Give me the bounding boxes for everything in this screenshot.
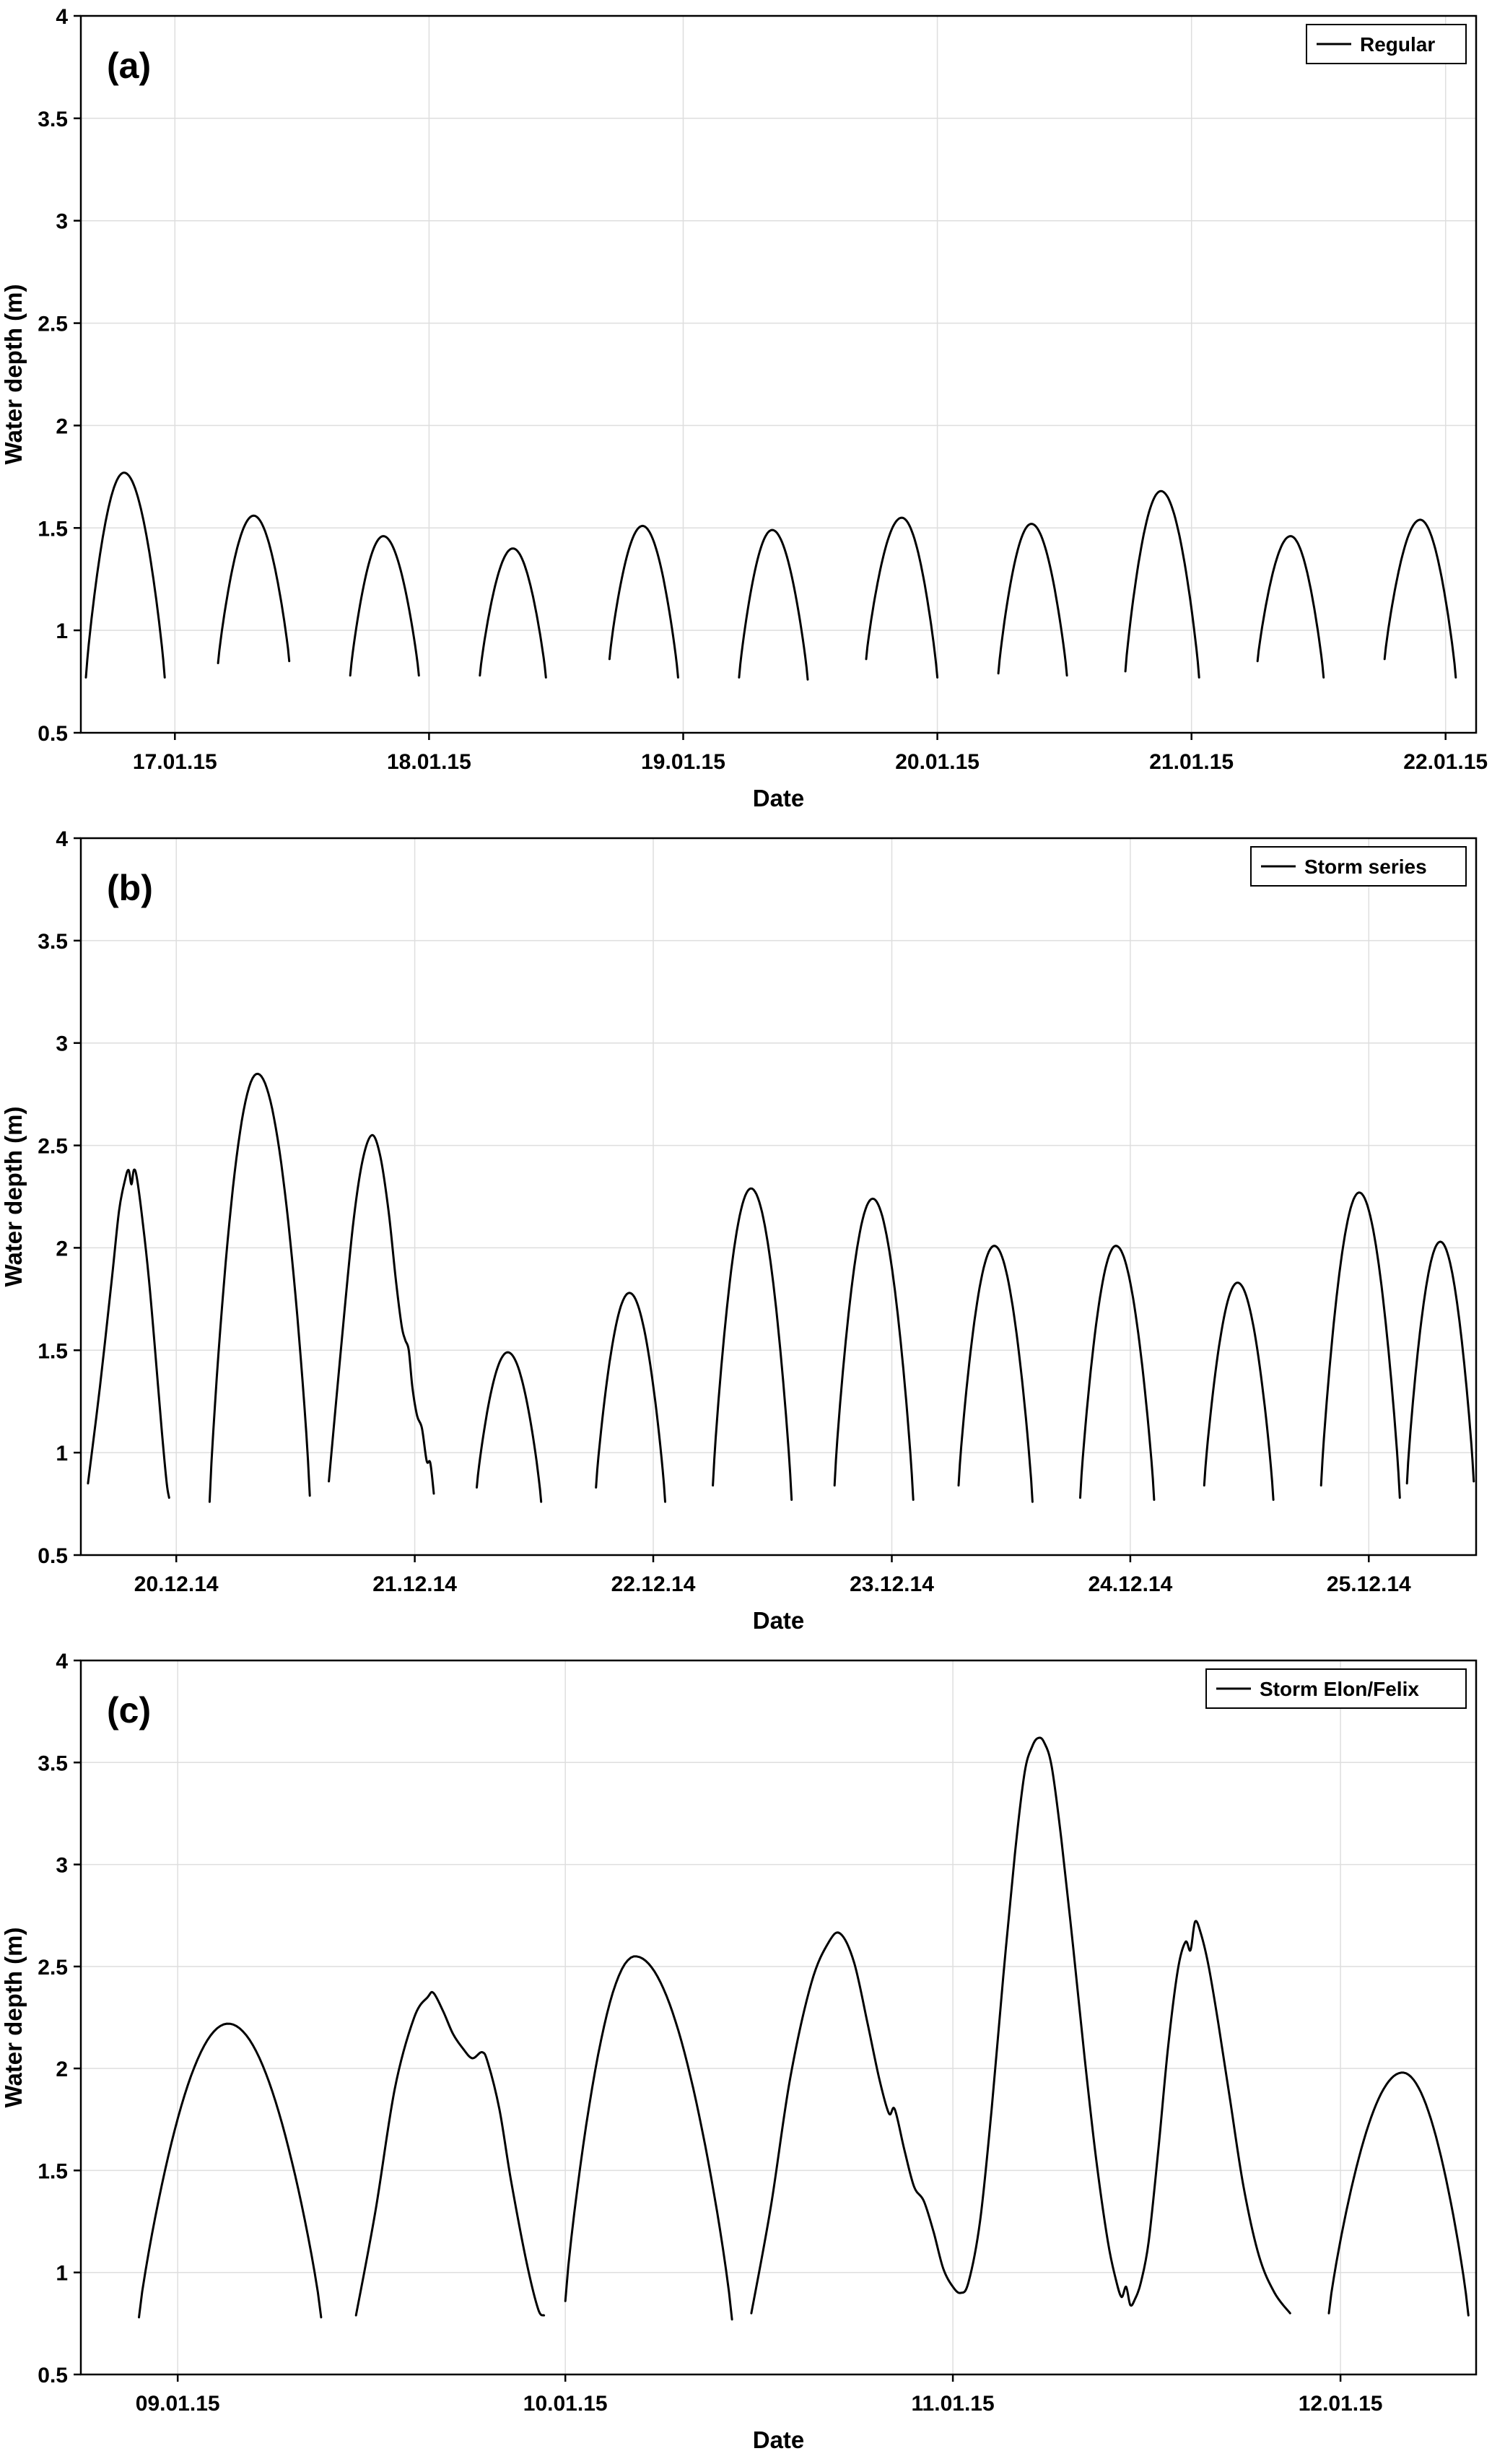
y-tick-label: 1: [56, 1442, 68, 1466]
series-line: [1327, 2071, 1470, 2317]
y-tick-label: 2.5: [38, 313, 68, 336]
x-tick-label: 23.12.14: [850, 1572, 934, 1596]
series-line: [138, 2022, 323, 2319]
panel-label: (a): [107, 45, 151, 86]
axis-box: [79, 837, 1478, 1557]
series-line: [712, 1187, 793, 1501]
x-tick-label: 21.01.15: [1149, 750, 1234, 774]
axis-box: [79, 14, 1478, 734]
y-tick-label: 0.5: [38, 2364, 68, 2387]
series-line: [208, 1072, 311, 1503]
series-line: [328, 1133, 435, 1495]
panel-label: (b): [107, 868, 153, 908]
x-tick-label: 24.12.14: [1089, 1572, 1173, 1596]
panel-background: [0, 1645, 1492, 2464]
y-tick-label: 1.5: [38, 517, 68, 541]
series-line: [479, 547, 547, 679]
series-line: [476, 1351, 543, 1503]
series-line: [957, 1245, 1034, 1503]
x-tick-label: 18.01.15: [387, 750, 471, 774]
x-tick-label: 21.12.14: [372, 1572, 457, 1596]
y-tick-label: 3: [56, 1032, 68, 1056]
y-tick-label: 3: [56, 210, 68, 234]
legend-label: Storm Elon/Felix: [1260, 1678, 1419, 1700]
y-tick-label: 2: [56, 2058, 68, 2081]
x-tick-label: 20.12.14: [134, 1572, 219, 1596]
y-tick-label: 1: [56, 619, 68, 643]
x-tick-label: 20.01.15: [895, 750, 980, 774]
panel-label: (c): [107, 1690, 151, 1731]
panel-c-chart: 0.5 1 1.5 2 2.5 3 3.5 4 09.01.15 10.01.15 11.01.15…: [0, 1645, 1492, 2464]
series-line: [87, 1168, 170, 1499]
y-tick-label: 2: [56, 414, 68, 438]
series-line: [1319, 1191, 1401, 1499]
y-tick-label: 2: [56, 1237, 68, 1261]
x-tick-label: 19.01.15: [641, 750, 725, 774]
series-line: [217, 514, 291, 664]
x-tick-label: 11.01.15: [912, 2392, 995, 2416]
x-tick-label: 22.01.15: [1403, 750, 1488, 774]
x-axis-label: Date: [753, 1607, 805, 1634]
x-tick-label: 09.01.15: [136, 2392, 220, 2416]
panel-a-chart: 0.5 1 1.5 2 2.5 3 3.5 4 17.01.15 18.01.15 19.01.15…: [0, 0, 1492, 822]
y-axis-label: Water depth (m): [0, 284, 27, 465]
y-tick-label: 4: [56, 1650, 68, 1673]
panel-background: [0, 822, 1492, 1645]
panel-background: [0, 0, 1492, 822]
axis-box: [79, 1659, 1478, 2376]
panel-a: 0.5 1 1.5 2 2.5 3 3.5 4 17.01.15 18.01.15 19.01.15…: [0, 0, 1492, 822]
legend-label: Storm series: [1304, 856, 1427, 878]
series-line: [1256, 535, 1325, 679]
series-line: [349, 535, 420, 677]
y-tick-label: 0.5: [38, 722, 68, 746]
series-line: [738, 528, 809, 681]
x-axis-label: Date: [753, 2426, 805, 2453]
y-tick-label: 3.5: [38, 930, 68, 954]
y-tick-label: 1.5: [38, 1339, 68, 1363]
series-line: [84, 471, 166, 679]
x-axis-label: Date: [753, 785, 805, 811]
y-tick-label: 4: [56, 5, 68, 29]
series-line: [997, 523, 1068, 677]
series-line: [1383, 518, 1457, 679]
y-tick-label: 3: [56, 1854, 68, 1878]
y-tick-label: 4: [56, 827, 68, 851]
series-line: [1405, 1240, 1475, 1485]
y-tick-label: 2.5: [38, 1956, 68, 1980]
y-tick-label: 1.5: [38, 2159, 68, 2183]
series-line: [1079, 1245, 1156, 1501]
y-tick-label: 2.5: [38, 1135, 68, 1159]
series-line: [595, 1292, 666, 1503]
series-line: [750, 1736, 1291, 2315]
y-tick-label: 1: [56, 2262, 68, 2286]
y-tick-label: 3.5: [38, 108, 68, 131]
series-line: [865, 516, 939, 679]
x-tick-label: 25.12.14: [1327, 1572, 1411, 1596]
panel-b-chart: 0.5 1 1.5 2 2.5 3 3.5 4 20.12.14 21.12.14 22.12.14…: [0, 822, 1492, 1645]
y-tick-label: 3.5: [38, 1751, 68, 1775]
series-line: [608, 524, 679, 679]
x-tick-label: 10.01.15: [523, 2392, 608, 2416]
x-tick-label: 12.01.15: [1299, 2392, 1383, 2416]
series-line: [564, 1955, 733, 2321]
panel-b: 0.5 1 1.5 2 2.5 3 3.5 4 20.12.14 21.12.14 22.12.14…: [0, 822, 1492, 1645]
x-tick-label: 17.01.15: [133, 750, 217, 774]
series-line: [833, 1197, 915, 1501]
series-line: [1203, 1281, 1275, 1501]
series-line: [354, 1990, 546, 2317]
y-tick-label: 0.5: [38, 1544, 68, 1568]
y-axis-label: Water depth (m): [0, 1928, 27, 2108]
x-tick-label: 22.12.14: [611, 1572, 696, 1596]
legend-label: Regular: [1360, 33, 1435, 56]
panel-c: 0.5 1 1.5 2 2.5 3 3.5 4 09.01.15 10.01.15 11.01.15…: [0, 1645, 1492, 2464]
series-line: [1124, 489, 1200, 679]
y-axis-label: Water depth (m): [0, 1107, 27, 1287]
